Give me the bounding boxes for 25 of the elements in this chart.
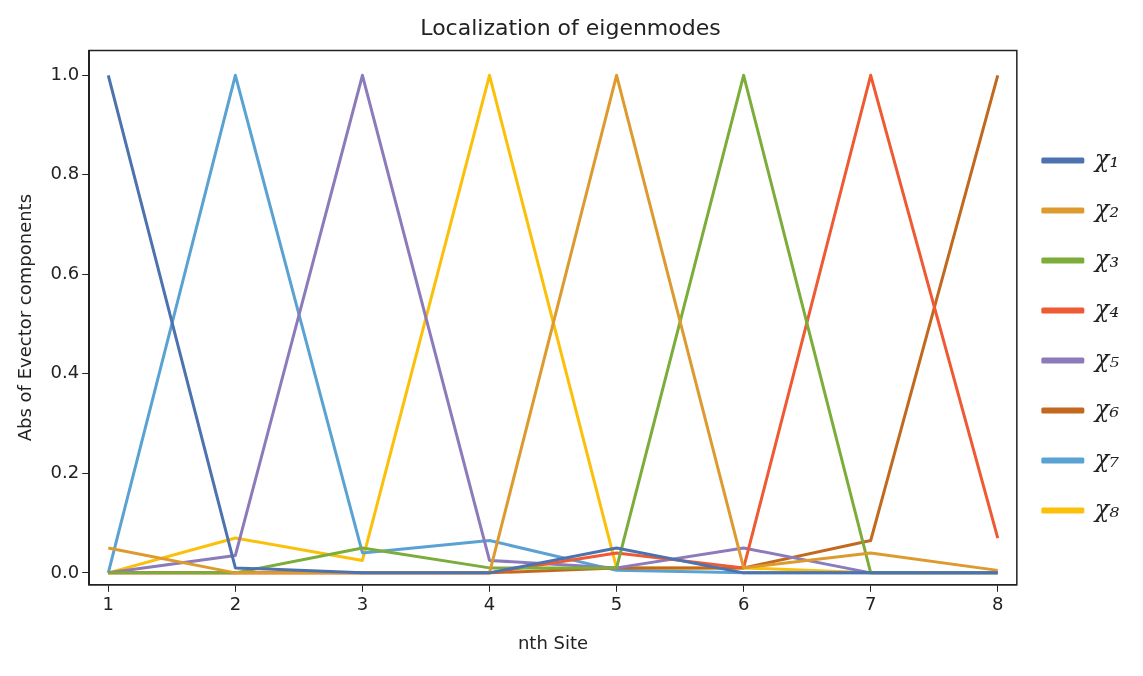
- y-tick-label: 0.6: [50, 261, 80, 283]
- legend-label: χ₄: [1092, 294, 1120, 323]
- y-tick-label: 0.8: [50, 162, 80, 184]
- x-tick-label: 7: [864, 593, 877, 615]
- x-tick-label: 3: [356, 593, 369, 615]
- x-tick-label: 1: [102, 593, 115, 615]
- legend-label: χ₃: [1092, 244, 1120, 273]
- y-tick-label: 0.4: [50, 361, 80, 383]
- y-tick-label: 0.2: [50, 461, 80, 483]
- x-axis-title: nth Site: [517, 631, 589, 653]
- legend-label: χ₅: [1092, 344, 1120, 373]
- legend-label: χ₁: [1092, 144, 1120, 173]
- x-tick-label: 6: [737, 593, 750, 615]
- legend-label: χ₇: [1092, 444, 1120, 473]
- x-tick-label: 2: [229, 593, 242, 615]
- chart-title: Localization of eigenmodes: [420, 14, 721, 40]
- x-tick-label: 5: [610, 593, 623, 615]
- y-tick-label: 0.0: [50, 560, 80, 582]
- x-tick-label: 4: [483, 593, 496, 615]
- y-axis-title: Abs of Evector components: [14, 193, 36, 442]
- legend-label: χ₈: [1092, 494, 1120, 523]
- y-tick-label: 1.0: [50, 62, 80, 84]
- legend-label: χ₆: [1092, 394, 1120, 423]
- legend-label: χ₂: [1092, 194, 1120, 223]
- x-tick-label: 8: [992, 593, 1004, 615]
